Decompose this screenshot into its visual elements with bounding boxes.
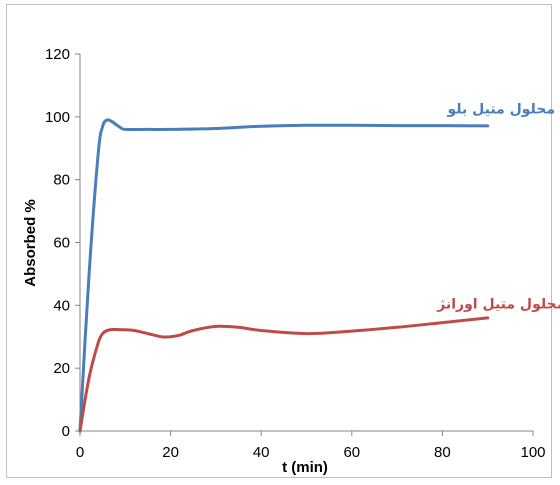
x-tick-label: 80 bbox=[434, 444, 451, 461]
x-axis: 0 20 40 60 80 100 bbox=[76, 430, 546, 461]
x-axis-title: t (min) bbox=[282, 459, 328, 476]
x-tick-label: 100 bbox=[520, 444, 545, 461]
x-tick-label: 60 bbox=[343, 444, 360, 461]
y-tick-label: 40 bbox=[53, 297, 70, 314]
series-layer: محلول متیل بلو محلول متیل اورانژ bbox=[78, 102, 560, 433]
y-axis: 0 20 40 60 80 100 120 bbox=[45, 46, 81, 440]
y-axis-title: Absorbed % bbox=[22, 199, 39, 287]
y-tick-label: 80 bbox=[53, 172, 70, 189]
y-tick-label: 20 bbox=[53, 360, 70, 377]
x-tick-label: 0 bbox=[76, 444, 84, 461]
series-line-1 bbox=[78, 118, 490, 433]
y-tick-label: 0 bbox=[62, 423, 70, 440]
series-line-2 bbox=[78, 316, 490, 433]
y-tick-label: 120 bbox=[45, 46, 70, 63]
series-label-1: محلول متیل بلو bbox=[447, 102, 556, 118]
y-tick-label: 100 bbox=[45, 109, 70, 126]
series-label-2: محلول متیل اورانژ bbox=[436, 296, 560, 312]
x-tick-label: 20 bbox=[162, 444, 179, 461]
y-tick-label: 60 bbox=[53, 235, 70, 252]
chart-frame bbox=[6, 4, 552, 478]
x-tick-label: 40 bbox=[253, 444, 270, 461]
